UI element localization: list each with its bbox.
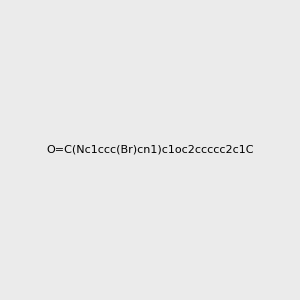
Text: O=C(Nc1ccc(Br)cn1)c1oc2ccccc2c1C: O=C(Nc1ccc(Br)cn1)c1oc2ccccc2c1C — [46, 145, 254, 155]
